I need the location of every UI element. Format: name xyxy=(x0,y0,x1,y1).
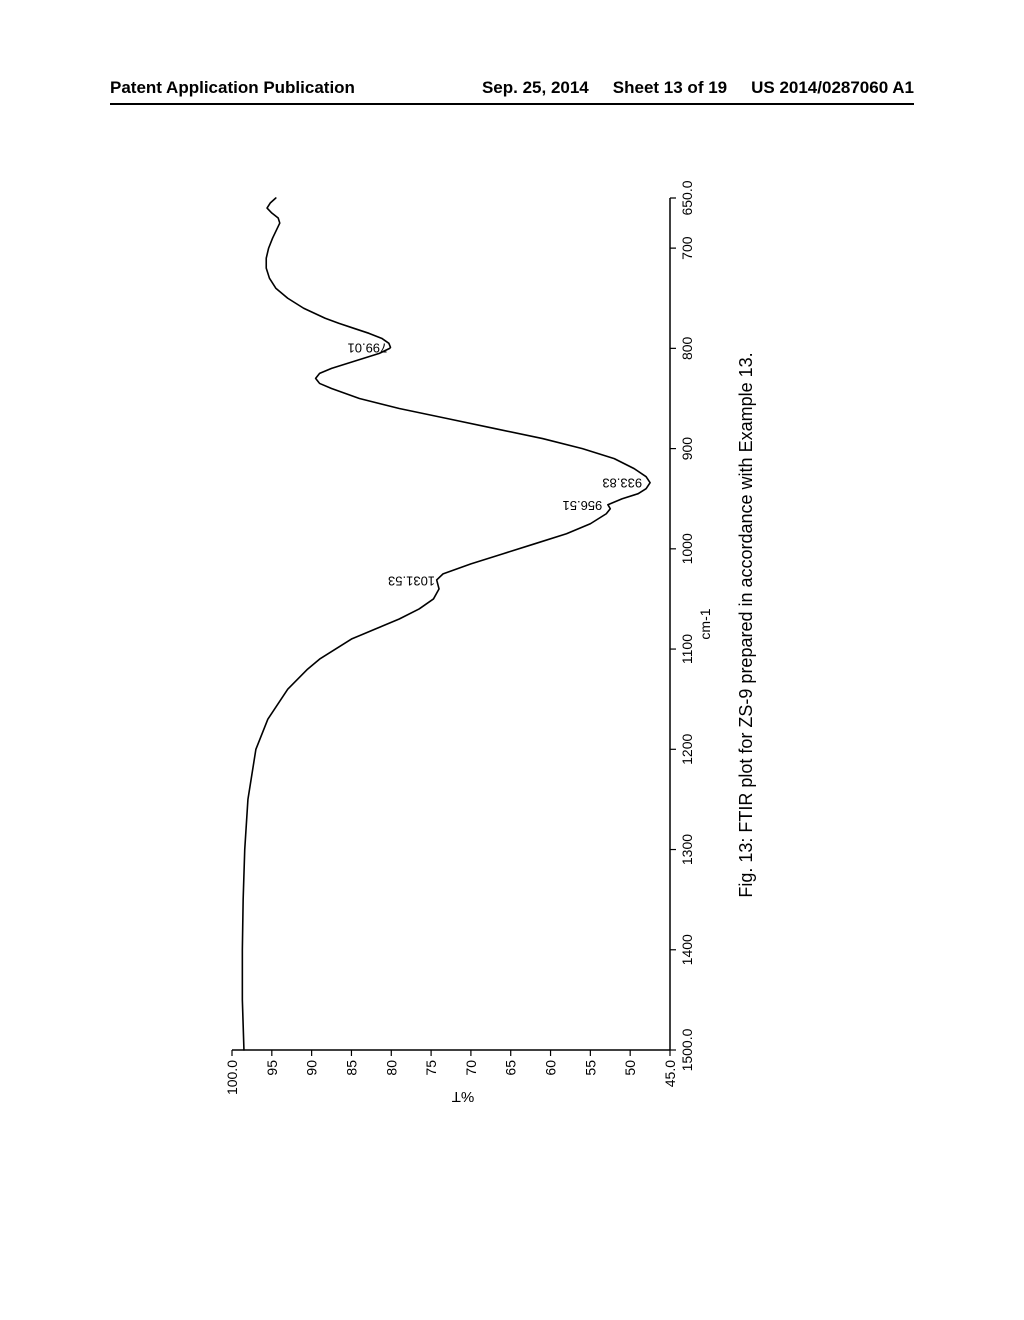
header-pubno: US 2014/0287060 A1 xyxy=(751,78,914,98)
header-left: Patent Application Publication xyxy=(110,78,355,98)
page-header: Patent Application Publication Sep. 25, … xyxy=(0,78,1024,98)
x-tick-label: 700 xyxy=(679,236,695,260)
y-axis-label: %T xyxy=(452,1088,475,1105)
x-tick-label: 1400 xyxy=(679,934,695,965)
header-date: Sep. 25, 2014 xyxy=(482,78,589,98)
x-tick-label: 650.0 xyxy=(679,180,695,215)
y-tick-label: 80 xyxy=(383,1060,399,1076)
chart-svg: 45.0 50 55 60 65 70 75 80 85 90 95 100.0 1500.0 1400 1… xyxy=(220,180,780,1110)
x-tick-label: 1100 xyxy=(679,634,695,664)
y-tick-label: 90 xyxy=(304,1060,320,1076)
x-tick-label: 1500.0 xyxy=(679,1028,695,1071)
x-tick-label: 1300 xyxy=(679,834,695,865)
y-tick-label: 75 xyxy=(423,1060,439,1076)
peak-label: 1031.53 xyxy=(388,573,435,588)
x-tick-label: 900 xyxy=(679,437,695,461)
x-axis-label: cm-1 xyxy=(697,608,713,639)
peak-label: 799.01 xyxy=(348,340,388,355)
chart-rotated-container: 45.0 50 55 60 65 70 75 80 85 90 95 100.0 1500.0 1400 1… xyxy=(220,180,780,1110)
y-tick-label: 45.0 xyxy=(662,1060,678,1087)
y-tick-label: 95 xyxy=(264,1060,280,1076)
ftir-chart: 45.0 50 55 60 65 70 75 80 85 90 95 100.0 1500.0 1400 1… xyxy=(220,180,780,1110)
header-sheet: Sheet 13 of 19 xyxy=(613,78,727,98)
header-right: Sep. 25, 2014 Sheet 13 of 19 US 2014/028… xyxy=(482,78,914,98)
y-tick-label: 60 xyxy=(543,1060,559,1076)
y-tick-label: 55 xyxy=(582,1060,598,1076)
y-tick-label: 70 xyxy=(463,1060,479,1076)
y-tick-label: 65 xyxy=(503,1060,519,1076)
y-tick-label: 100.0 xyxy=(224,1060,240,1095)
y-tick-label: 85 xyxy=(343,1060,359,1076)
x-tick-label: 1000 xyxy=(679,533,695,564)
peak-label: 956.51 xyxy=(563,498,603,513)
figure-caption: Fig. 13: FTIR plot for ZS-9 prepared in … xyxy=(736,352,756,897)
peak-label: 933.83 xyxy=(602,475,642,490)
ftir-curve xyxy=(242,198,650,1050)
x-tick-label: 800 xyxy=(679,336,695,360)
header-rule xyxy=(110,103,914,105)
y-tick-label: 50 xyxy=(622,1060,638,1076)
x-tick-label: 1200 xyxy=(679,734,695,765)
